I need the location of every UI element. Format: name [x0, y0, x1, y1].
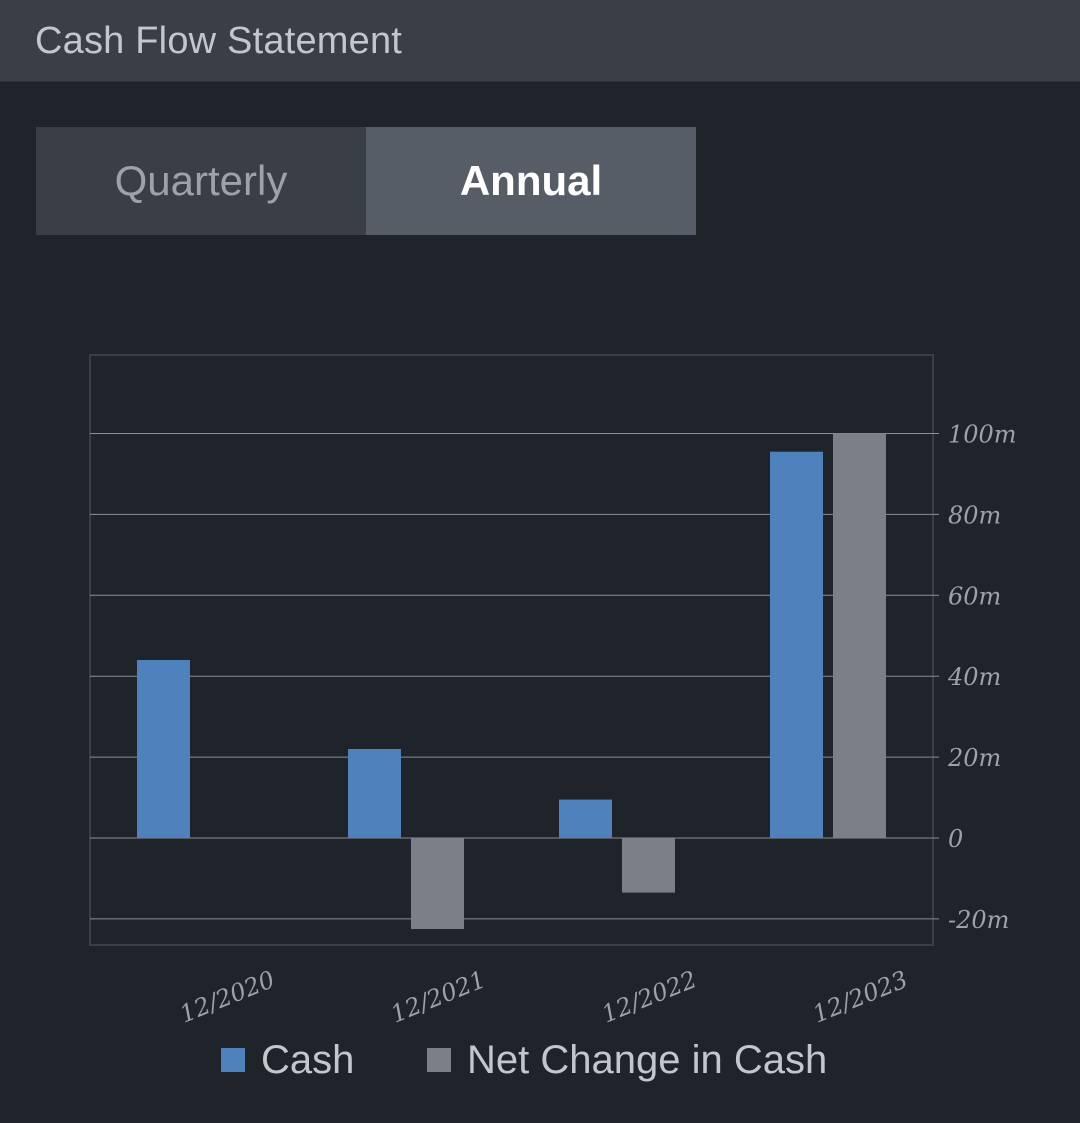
legend-swatch-net-change — [427, 1048, 451, 1072]
x-tick-label: 12/2021 — [387, 965, 490, 1028]
bar-cash-12-2021[interactable] — [348, 749, 401, 838]
bar-cash-12-2022[interactable] — [559, 799, 612, 838]
tab-quarterly[interactable]: Quarterly — [36, 127, 366, 235]
x-tick-label: 12/2020 — [176, 965, 279, 1028]
chart-legend: Cash Net Change in Cash — [0, 1030, 1080, 1090]
bars — [137, 433, 886, 930]
bar-net-change-12-2023[interactable] — [833, 433, 886, 839]
y-tick-label: 60m — [948, 582, 1001, 610]
page-title: Cash Flow Statement — [35, 20, 403, 62]
legend-label-cash: Cash — [261, 1037, 355, 1082]
x-tick-label: 12/2023 — [809, 965, 912, 1028]
plot-frame — [89, 354, 934, 946]
y-tick-label: 40m — [947, 663, 1001, 691]
y-tick-label: -20m — [948, 906, 1009, 934]
y-tick-label: 80m — [948, 501, 1001, 529]
legend-label-net-change: Net Change in Cash — [467, 1037, 828, 1082]
period-toggle: Quarterly Annual — [36, 127, 696, 235]
y-tick-label: 0 — [948, 825, 963, 853]
y-axis-ticks: 100m 80m 60m 40m 20m 0 -20m — [947, 421, 1017, 934]
legend-item-cash: Cash — [221, 1030, 354, 1090]
x-axis-ticks: 12/2020 12/2021 12/2022 12/2023 — [176, 965, 912, 1028]
cash-flow-chart: 100m 80m 60m 40m 20m 0 -20m 12/2020 12/2021 12/2… — [0, 330, 1080, 1030]
bar-cash-12-2023[interactable] — [770, 451, 823, 838]
tab-annual[interactable]: Annual — [366, 127, 696, 235]
bar-net-change-12-2022[interactable] — [622, 838, 675, 893]
bar-cash-12-2020[interactable] — [137, 660, 190, 838]
header-bar: Cash Flow Statement — [0, 0, 1080, 82]
x-tick-label: 12/2022 — [598, 965, 701, 1028]
legend-item-net-change: Net Change in Cash — [427, 1030, 827, 1090]
legend-swatch-cash — [221, 1048, 245, 1072]
bar-net-change-12-2021[interactable] — [411, 838, 464, 930]
y-tick-label: 20m — [947, 744, 1001, 772]
y-tick-label: 100m — [948, 421, 1017, 449]
